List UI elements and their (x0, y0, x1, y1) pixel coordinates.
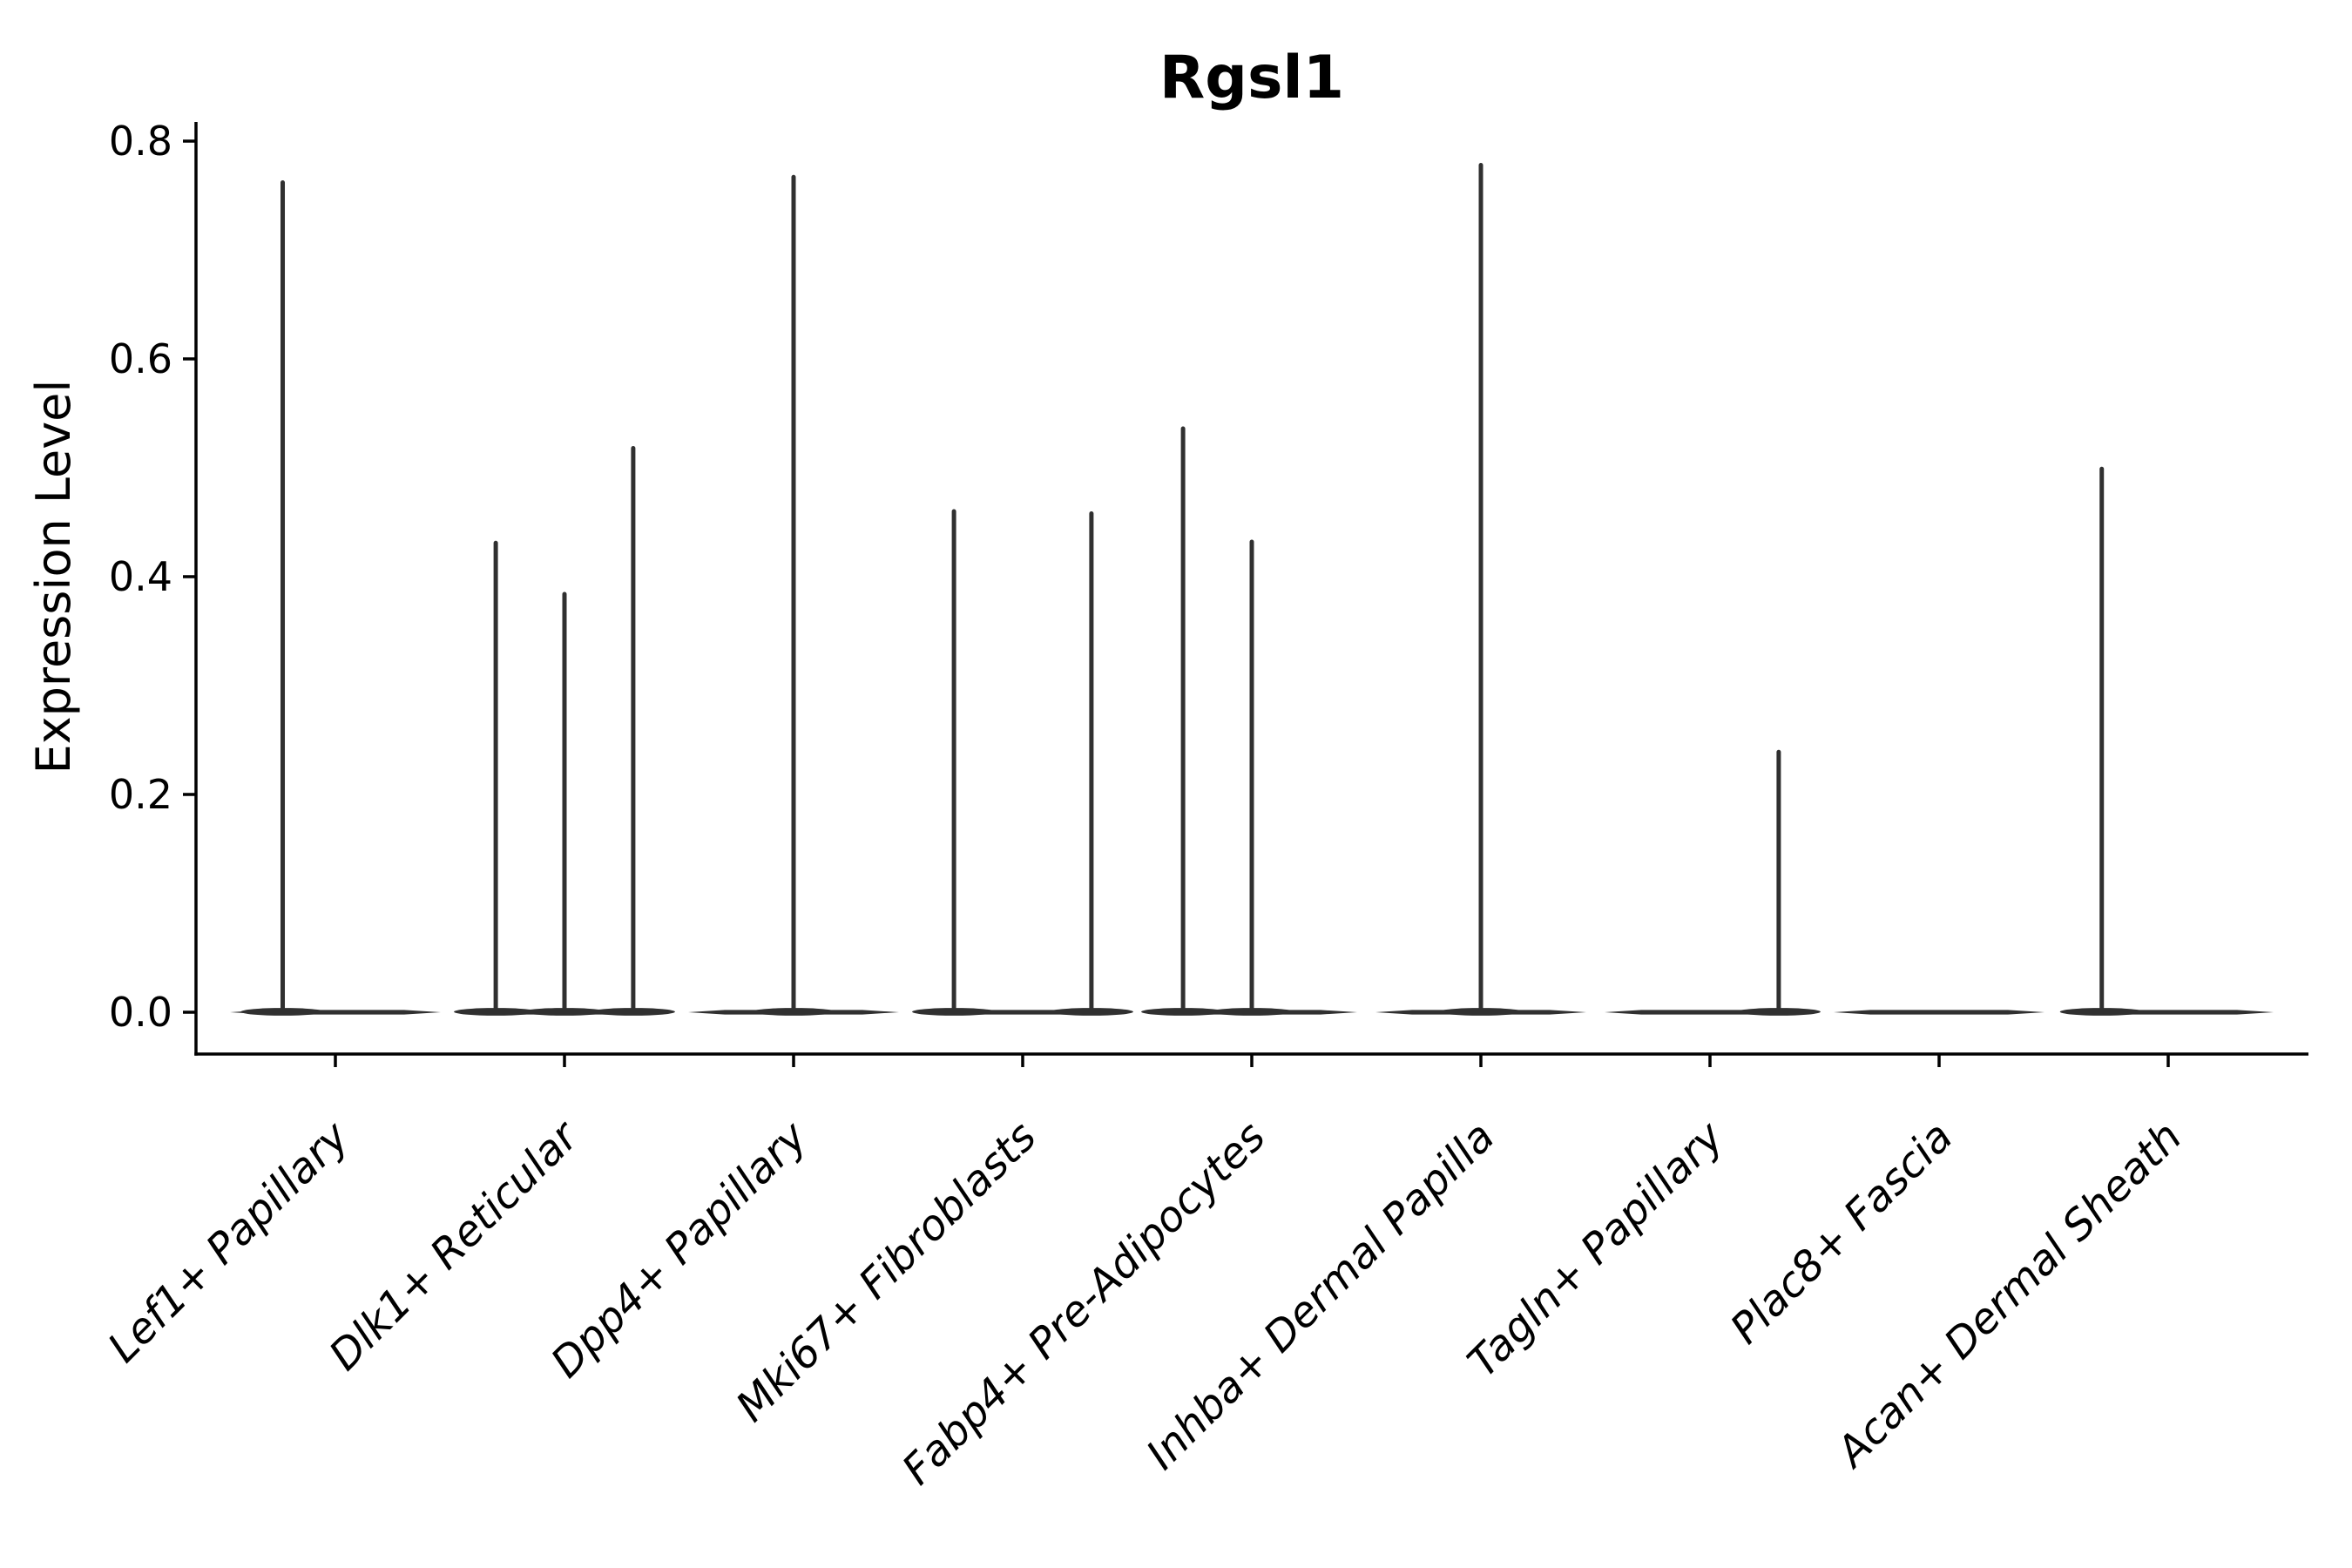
x-tick-label: Plac8+ Fascia (1721, 1112, 1963, 1354)
chart-title: Rgsl1 (1159, 44, 1344, 112)
y-tick-label: 0.8 (109, 118, 172, 165)
x-tick-label: Dlk1+ Reticular (320, 1111, 590, 1381)
violin-baseline (1834, 1010, 2044, 1015)
y-tick-label: 0.6 (109, 335, 172, 382)
y-tick-label: 0.0 (109, 989, 172, 1036)
violin-layer (230, 163, 2274, 1016)
x-tick-label: Dpp4+ Papillary (542, 1112, 817, 1387)
y-axis-label: Expression Level (26, 380, 81, 774)
y-tick-label: 0.2 (109, 771, 172, 818)
y-tick-label: 0.4 (109, 553, 172, 600)
x-tick-label: Lef1+ Papillary (98, 1112, 359, 1372)
x-tick-label: Tagln+ Papillary (1458, 1112, 1734, 1387)
x-tick-label: Fabp4+ Pre-Adipocytes (893, 1112, 1275, 1495)
